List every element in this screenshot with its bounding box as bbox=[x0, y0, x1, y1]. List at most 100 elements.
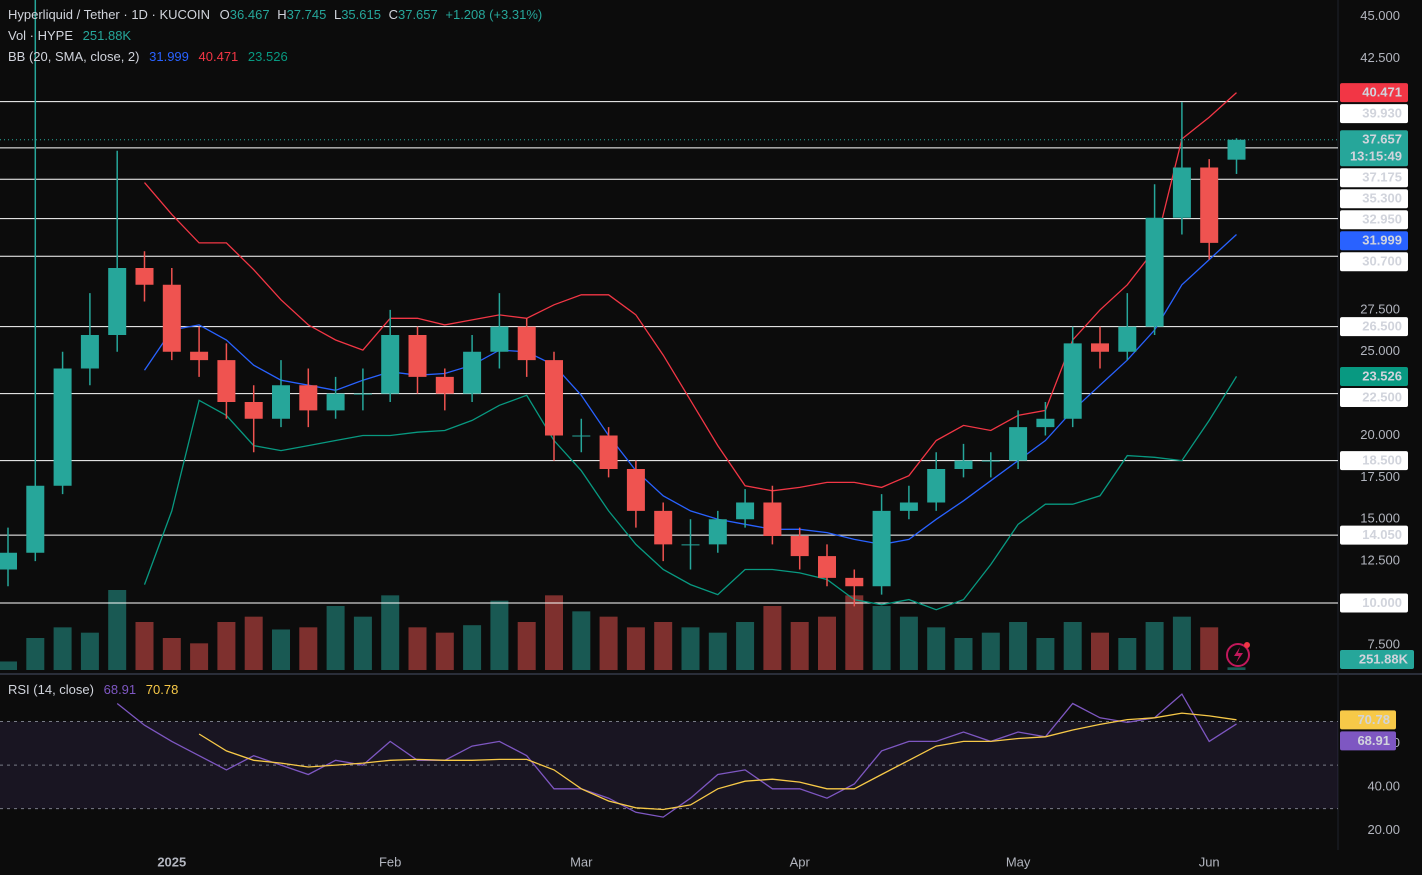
candle-body bbox=[381, 335, 400, 394]
candle-body bbox=[899, 502, 918, 511]
candle-body bbox=[626, 469, 645, 511]
candle-body bbox=[1200, 167, 1219, 243]
rsi-line bbox=[198, 712, 1237, 811]
y-tick-label: 12.500 bbox=[1360, 553, 1400, 568]
candle-body bbox=[80, 335, 99, 369]
candle-body bbox=[654, 510, 673, 545]
volume-bar bbox=[954, 638, 973, 670]
volume-bar bbox=[927, 627, 946, 670]
volume-bar bbox=[1118, 638, 1137, 670]
candle-body bbox=[572, 435, 591, 437]
level-label bbox=[1340, 593, 1408, 613]
volume-bar bbox=[818, 616, 836, 670]
volume-bar bbox=[162, 638, 181, 670]
low-value: 35.615 bbox=[341, 7, 381, 22]
alert-icon[interactable] bbox=[1226, 642, 1250, 667]
volume-bar bbox=[490, 600, 509, 670]
ohlc-prefix: O bbox=[220, 7, 230, 22]
alert-circle[interactable] bbox=[1226, 643, 1250, 667]
rsi-value: 68.91 bbox=[104, 682, 137, 697]
bb-badge-text: 40.471 bbox=[1362, 85, 1402, 100]
candle-body bbox=[736, 502, 755, 520]
volume-bar bbox=[981, 632, 1000, 670]
candle-body bbox=[845, 577, 864, 587]
y-tick-label: 20.00 bbox=[1367, 822, 1400, 837]
volume-bar bbox=[26, 638, 45, 670]
volume-bar bbox=[353, 616, 372, 670]
volume-bar bbox=[736, 622, 755, 670]
candle-body bbox=[190, 351, 209, 361]
bb-badge-text: 31.999 bbox=[1362, 233, 1402, 248]
bb-lower-value: 23.526 bbox=[248, 49, 288, 64]
volume-bar bbox=[626, 627, 645, 670]
level-label bbox=[1340, 252, 1408, 272]
rsi-ma-value: 70.78 bbox=[146, 682, 179, 697]
change-value: +1.208 (+3.31%) bbox=[445, 7, 542, 22]
volume-title: Vol · HYPE bbox=[8, 28, 73, 43]
x-tick-label: May bbox=[1006, 854, 1031, 869]
level-label bbox=[1340, 210, 1408, 230]
level-label bbox=[1340, 189, 1408, 209]
volume-bar bbox=[1009, 622, 1028, 670]
volume-bar bbox=[545, 595, 563, 670]
volume-bar bbox=[599, 616, 618, 670]
level-label bbox=[1340, 451, 1408, 471]
volume-bar bbox=[244, 616, 263, 670]
candle-body bbox=[408, 335, 427, 377]
candle-body bbox=[981, 460, 1000, 462]
bb-line bbox=[144, 92, 1237, 492]
candle-body bbox=[272, 385, 290, 419]
ohlc-prefix: C bbox=[389, 7, 398, 22]
volume-bar bbox=[517, 622, 536, 670]
level-label-text: 37.175 bbox=[1362, 170, 1402, 185]
volume-bar bbox=[80, 632, 99, 670]
y-tick-label: 25.000 bbox=[1360, 343, 1400, 358]
volume-bar bbox=[408, 627, 427, 670]
x-tick-label: Mar bbox=[570, 854, 593, 869]
candle-body bbox=[1227, 139, 1246, 160]
level-label-text: 22.500 bbox=[1362, 389, 1402, 404]
y-tick-label: 27.500 bbox=[1360, 301, 1400, 316]
axes: 45.000 42.500 27.500 25.000 20.000 17.500 15.0… bbox=[157, 8, 1414, 869]
y-tick-label: 20.000 bbox=[1360, 427, 1400, 442]
volume-bar bbox=[1091, 632, 1109, 670]
volume-bar bbox=[381, 595, 400, 670]
volume-bar bbox=[190, 643, 209, 670]
alert-dot[interactable] bbox=[1244, 642, 1250, 648]
bb-badge bbox=[1340, 83, 1408, 103]
candle-body bbox=[435, 376, 454, 394]
x-tick-label: Feb bbox=[379, 854, 401, 869]
rsi-badge bbox=[1340, 731, 1396, 751]
volume-bar bbox=[272, 629, 290, 670]
candle-body bbox=[162, 284, 181, 352]
y-tick-label: 45.000 bbox=[1360, 8, 1400, 23]
candle-body bbox=[1063, 343, 1082, 419]
candle-body bbox=[135, 268, 154, 285]
bb-badge bbox=[1340, 366, 1408, 386]
level-label bbox=[1340, 104, 1408, 124]
volume-bar bbox=[1145, 622, 1164, 670]
volume-bar bbox=[108, 590, 127, 670]
candle-body bbox=[681, 544, 700, 546]
volume-bar bbox=[1036, 638, 1055, 670]
volume-badge-text: 251.88K bbox=[1359, 651, 1409, 666]
bb-badge-text: 23.526 bbox=[1362, 368, 1402, 383]
open-value: 36.467 bbox=[230, 7, 270, 22]
candle-body bbox=[463, 351, 482, 394]
alert-bolt[interactable] bbox=[1234, 647, 1243, 663]
candle-body bbox=[108, 268, 127, 335]
level-label-text: 35.300 bbox=[1362, 191, 1402, 206]
candle-body bbox=[326, 393, 345, 411]
candle-body bbox=[517, 326, 536, 361]
candle-body bbox=[244, 402, 263, 419]
candle-body bbox=[708, 519, 727, 545]
level-label bbox=[1340, 168, 1408, 188]
level-label-text: 39.930 bbox=[1362, 106, 1402, 121]
volume-bar bbox=[899, 616, 918, 670]
volume-bar bbox=[1063, 622, 1082, 670]
level-label-text: 14.050 bbox=[1362, 527, 1402, 542]
candle-body bbox=[599, 435, 618, 469]
price-pane bbox=[0, 0, 1338, 670]
